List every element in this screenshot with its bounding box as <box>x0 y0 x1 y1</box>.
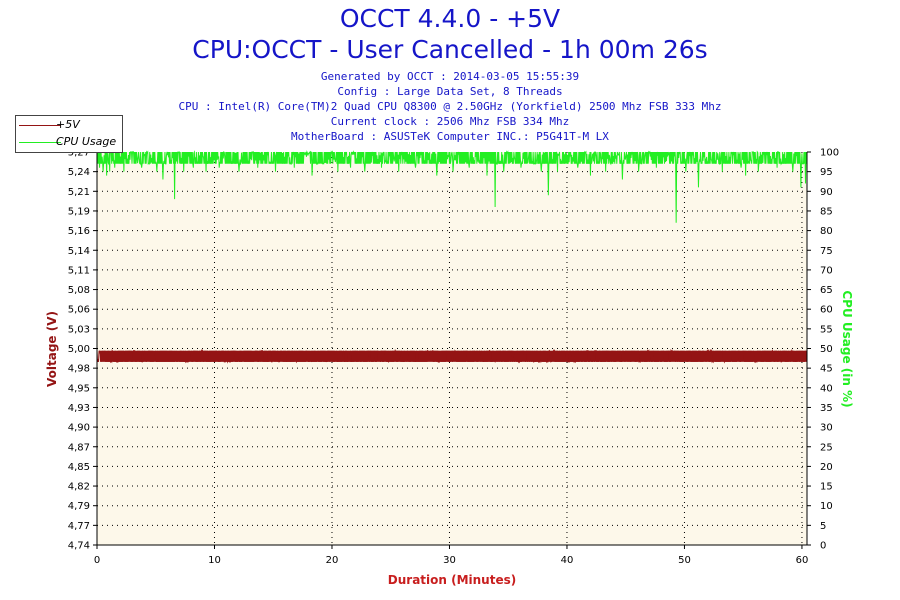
tick-label-right: 50 <box>820 344 833 355</box>
series-group <box>96 150 808 364</box>
info-motherboard: MotherBoard : ASUSTeK Computer INC.: P5G… <box>291 130 609 143</box>
tick-label-right: 20 <box>820 462 833 473</box>
tick-label-left: 5,06 <box>68 305 90 316</box>
info-clock: Current clock : 2506 Mhz FSB 334 Mhz <box>330 115 570 128</box>
y-axis-left-label: Voltage (V) <box>45 311 59 387</box>
series-cpu-line <box>96 150 808 223</box>
y-axis-right-label: CPU Usage (in %) <box>840 290 854 407</box>
legend-label-cpu: CPU Usage <box>56 135 117 148</box>
tick-label-x: 40 <box>561 555 574 566</box>
legend-item-cpu: CPU Usage <box>16 134 122 150</box>
tick-label-left: 5,14 <box>68 246 90 257</box>
tick-label-left: 5,16 <box>68 226 90 237</box>
tick-label-right: 65 <box>820 285 833 296</box>
legend: +5V CPU Usage <box>15 115 123 153</box>
legend-label-voltage: +5V <box>56 118 80 131</box>
tick-label-right: 75 <box>820 246 833 257</box>
tick-label-right: 5 <box>820 521 826 532</box>
tick-label-x: 50 <box>678 555 691 566</box>
tick-label-right: 45 <box>820 364 833 375</box>
tick-label-left: 5,27 <box>68 148 90 159</box>
tick-label-left: 5,21 <box>68 187 90 198</box>
info-config: Config : Large Data Set, 8 Threads <box>337 85 563 98</box>
tick-label-left: 5,00 <box>68 344 90 355</box>
chart-title: OCCT 4.4.0 - +5V <box>339 4 561 33</box>
tick-label-left: 4,95 <box>68 383 90 394</box>
tick-label-right: 0 <box>820 541 826 552</box>
tick-label-left: 4,79 <box>68 501 90 512</box>
tick-label-left: 4,98 <box>68 364 90 375</box>
tick-label-left: 4,77 <box>68 521 90 532</box>
tick-label-x: 0 <box>94 555 100 566</box>
tick-label-right: 60 <box>820 305 833 316</box>
tick-label-left: 5,08 <box>68 285 90 296</box>
tick-label-right: 10 <box>820 501 833 512</box>
tick-label-left: 5,11 <box>68 265 90 276</box>
tick-label-right: 85 <box>820 206 833 217</box>
tick-label-right: 55 <box>820 324 833 335</box>
tick-label-right: 100 <box>820 148 839 159</box>
tick-label-left: 4,87 <box>68 442 90 453</box>
tick-label-x: 60 <box>796 555 809 566</box>
info-generated: Generated by OCCT : 2014-03-05 15:55:39 <box>320 70 580 83</box>
tick-label-left: 4,74 <box>68 541 90 552</box>
tick-label-left: 4,85 <box>68 462 90 473</box>
tick-label-x: 10 <box>208 555 221 566</box>
legend-swatch-cpu <box>19 142 61 143</box>
tick-label-left: 5,03 <box>68 324 90 335</box>
tick-label-right: 30 <box>820 423 833 434</box>
info-block: Generated by OCCT : 2014-03-05 15:55:39 … <box>0 69 900 144</box>
info-cpu: CPU : Intel(R) Core(TM)2 Quad CPU Q8300 … <box>178 100 722 113</box>
tick-label-x: 30 <box>443 555 456 566</box>
tick-label-right: 70 <box>820 265 833 276</box>
tick-label-right: 90 <box>820 187 833 198</box>
tick-label-right: 15 <box>820 482 833 493</box>
tick-label-right: 25 <box>820 442 833 453</box>
legend-swatch-voltage <box>19 125 61 126</box>
tick-label-right: 80 <box>820 226 833 237</box>
tick-label-right: 40 <box>820 383 833 394</box>
legend-item-voltage: +5V <box>16 117 122 133</box>
tick-label-left: 4,82 <box>68 482 90 493</box>
tick-label-left: 4,90 <box>68 423 90 434</box>
grid <box>97 152 807 545</box>
tick-label-x: 20 <box>326 555 339 566</box>
tick-label-left: 5,24 <box>68 167 90 178</box>
tick-label-left: 5,19 <box>68 206 90 217</box>
chart-subtitle: CPU:OCCT - User Cancelled - 1h 00m 26s <box>192 35 708 64</box>
tick-label-right: 35 <box>820 403 833 414</box>
tick-label-left: 4,93 <box>68 403 90 414</box>
tick-label-right: 95 <box>820 167 833 178</box>
ticks: 4,74 4,77 4,79 4,82 4,85 4,87 4,90 4,93 4,95 4,98… <box>68 148 839 567</box>
x-axis-label: Duration (Minutes) <box>388 573 516 587</box>
series-voltage-line <box>96 348 808 364</box>
